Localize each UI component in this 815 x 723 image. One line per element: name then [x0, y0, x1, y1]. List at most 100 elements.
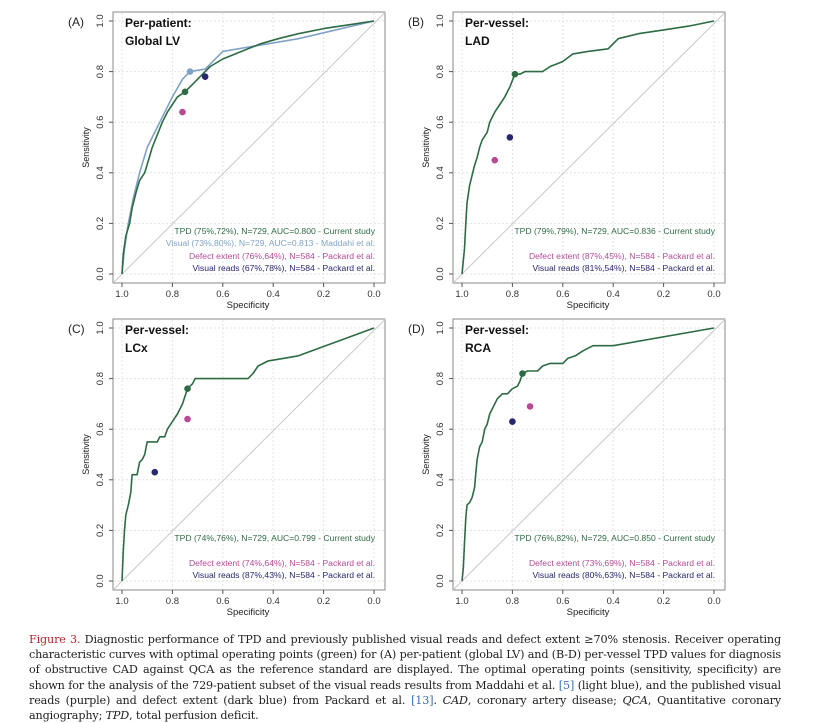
operating-point-defect: [491, 156, 499, 164]
x-tick-label: 1.0: [115, 596, 128, 607]
operating-point-tpd: [511, 70, 519, 78]
caption-text: .: [433, 693, 443, 707]
x-tick-label: 0.4: [267, 289, 280, 300]
y-tick-label: 0.4: [95, 166, 106, 179]
roc-figure: 1.0 0.8 0.6 0.4 0.2 0.0 0.0 0.2 0.4 0.6 0.8 1.0 Spec…: [68, 11, 726, 618]
roc-curve-tpd: [461, 327, 715, 582]
panel-label: (B): [408, 15, 424, 29]
y-tick-label: 0.8: [95, 372, 106, 385]
y-tick-label: 0.4: [435, 473, 446, 486]
legend-entry: Visual reads (80%,63%), N=584 - Packard …: [532, 570, 715, 580]
y-tick-label: 1.0: [95, 321, 106, 334]
caption-text: , coronary artery disease;: [467, 693, 623, 707]
panel-label: (C): [68, 322, 85, 336]
reference-link-13[interactable]: [13]: [411, 693, 434, 707]
y-tick-label: 0.4: [95, 473, 106, 486]
x-tick-label: 0.0: [367, 289, 380, 300]
y-tick-label: 0.2: [95, 217, 106, 230]
y-axis-label: Sensitivity: [81, 434, 91, 475]
panel-title: Per-vessel:: [125, 323, 189, 337]
x-axis-label: Specificity: [227, 300, 270, 311]
caption-text: , Quantitative coronary angiography;: [29, 693, 782, 723]
roc-panel: 1.0 0.8 0.6 0.4 0.2 0.0 0.0 0.2 0.4 0.6 0.8 1.0 Spec…: [68, 11, 386, 311]
panel-title: Per-vessel:: [465, 16, 529, 30]
panel-title: Per-patient:: [125, 16, 192, 30]
figure-label: Figure 3.: [29, 633, 81, 646]
figure-caption: Figure 3. Diagnostic performance of TPD …: [29, 632, 781, 723]
abbreviation: CAD: [442, 693, 468, 707]
y-tick-label: 0.6: [435, 116, 446, 129]
x-tick-label: 0.2: [317, 289, 330, 300]
operating-point-defect: [526, 403, 534, 410]
operating-point-visual: [151, 468, 159, 476]
operating-point-visual: [506, 134, 514, 141]
legend-entry: TPD (75%,72%), N=729, AUC=0.800 - Curren…: [174, 226, 375, 236]
caption-text: Diagnostic performance of TPD and previo…: [29, 633, 781, 692]
y-axis-label: Sensitivity: [421, 127, 431, 168]
legend-entry: TPD (74%,76%), N=729, AUC=0.799 - Curren…: [174, 533, 375, 543]
x-axis-label: Specificity: [567, 607, 610, 618]
y-tick-label: 0.0: [435, 267, 446, 280]
x-tick-label: 0.4: [607, 596, 620, 607]
roc-curve-tpd: [461, 20, 715, 275]
x-tick-label: 0.4: [607, 289, 620, 300]
x-axis-label: Specificity: [567, 300, 610, 311]
operating-point-defect: [184, 415, 191, 423]
roc-curve-tpd: [121, 20, 375, 275]
x-tick-label: 1.0: [455, 289, 468, 300]
y-tick-label: 0.0: [95, 267, 106, 280]
chance-diagonal-line: [112, 318, 386, 591]
caption-text: (light blue), and the published visual r…: [29, 678, 781, 707]
legend-entry: Visual reads (67%,78%), N=584 - Packard …: [192, 263, 375, 273]
y-axis-label: Sensitivity: [81, 127, 91, 168]
x-tick-label: 0.8: [506, 596, 519, 607]
legend-entry: TPD (76%,82%), N=729, AUC=0.850 - Curren…: [514, 533, 715, 543]
x-tick-label: 1.0: [115, 289, 128, 300]
reference-link-5[interactable]: [5]: [558, 678, 575, 692]
y-tick-label: 0.2: [95, 524, 106, 537]
roc-panel: 1.0 0.8 0.6 0.4 0.2 0.0 0.0 0.2 0.4 0.6 0.8 1.0 Spec…: [68, 318, 386, 618]
y-tick-label: 0.8: [95, 65, 106, 78]
legend-entry: Visual (73%,80%), N=729, AUC=0.813 - Mad…: [166, 238, 375, 248]
chance-diagonal-line: [452, 11, 726, 284]
y-tick-label: 1.0: [435, 14, 446, 27]
y-tick-label: 0.2: [435, 524, 446, 537]
caption-text: , total perfusion deficit.: [129, 709, 259, 723]
x-tick-label: 0.6: [216, 289, 229, 300]
panel-label: (A): [68, 15, 84, 29]
y-tick-label: 0.2: [435, 217, 446, 230]
panel-subtitle: RCA: [465, 341, 491, 355]
operating-point-visual: [201, 73, 209, 80]
x-tick-label: 0.8: [166, 289, 179, 300]
x-tick-label: 0.2: [657, 596, 670, 607]
legend-entry: Defect extent (87%,45%), N=584 - Packard…: [529, 251, 715, 261]
x-tick-label: 1.0: [455, 596, 468, 607]
y-tick-label: 0.8: [435, 372, 446, 385]
legend-entry: Defect extent (74%,64%), N=584 - Packard…: [189, 558, 375, 568]
legend-entry: Defect extent (73%,69%), N=584 - Packard…: [529, 558, 715, 568]
operating-point-tpd: [181, 88, 189, 96]
panel-title: Per-vessel:: [465, 323, 529, 337]
y-tick-label: 0.6: [435, 423, 446, 436]
x-tick-label: 0.4: [267, 596, 280, 607]
y-tick-label: 0.0: [95, 574, 106, 587]
y-tick-label: 0.6: [95, 116, 106, 129]
x-tick-label: 0.6: [556, 596, 569, 607]
roc-panel: 1.0 0.8 0.6 0.4 0.2 0.0 0.0 0.2 0.4 0.6 0.8 1.0 Spec…: [408, 11, 726, 311]
operating-point-defect: [179, 108, 186, 116]
roc-curve-maddahi: [121, 20, 375, 275]
y-tick-label: 0.4: [435, 166, 446, 179]
x-tick-label: 0.2: [317, 596, 330, 607]
x-tick-label: 0.8: [166, 596, 179, 607]
legend-entry: Visual reads (87%,43%), N=584 - Packard …: [192, 570, 375, 580]
x-tick-label: 0.2: [657, 289, 670, 300]
legend-entry: Defect extent (76%,64%), N=584 - Packard…: [189, 251, 375, 261]
chance-diagonal-line: [112, 11, 386, 284]
operating-point-tpd: [184, 385, 191, 393]
panel-subtitle: LAD: [465, 34, 490, 48]
roc-panel: 1.0 0.8 0.6 0.4 0.2 0.0 0.0 0.2 0.4 0.6 0.8 1.0 Spec…: [408, 318, 726, 618]
y-tick-label: 0.0: [435, 574, 446, 587]
legend-entry: TPD (79%,79%), N=729, AUC=0.836 - Curren…: [514, 226, 715, 236]
x-axis-label: Specificity: [227, 607, 270, 618]
abbreviation: TPD: [105, 709, 130, 723]
